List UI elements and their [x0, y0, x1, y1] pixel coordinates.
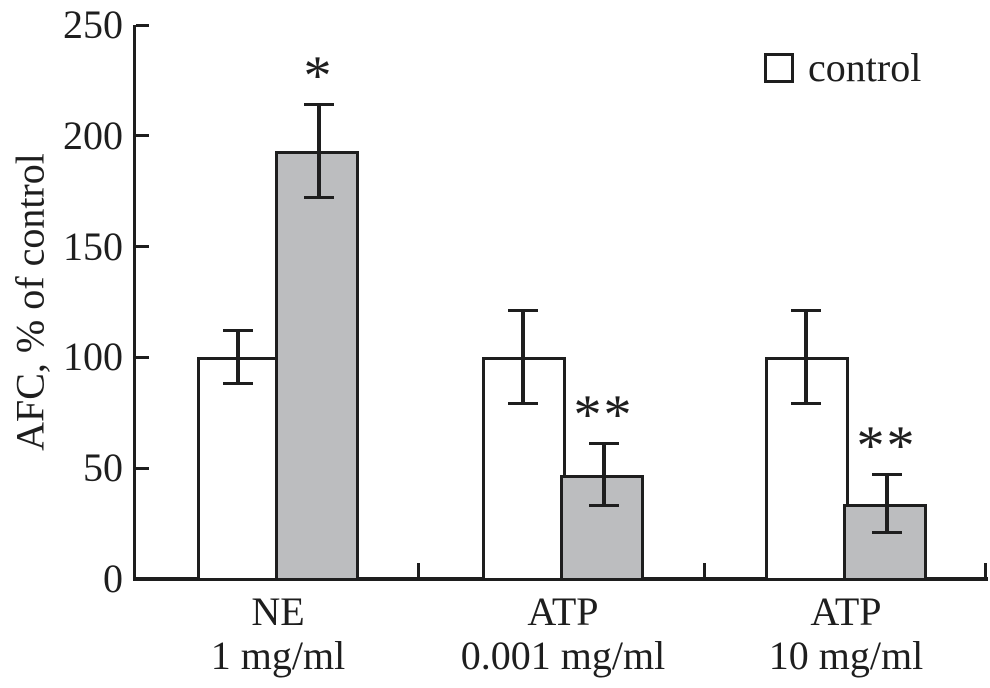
significance-annotation: **	[573, 383, 634, 446]
control-bar-1	[197, 357, 281, 581]
error-bar	[884, 474, 889, 533]
y-tick-label: 100	[63, 334, 123, 380]
significance-annotation: *	[303, 44, 334, 107]
category-label-line2: 10 mg/ml	[768, 633, 924, 678]
error-bar-cap	[871, 530, 902, 534]
error-bar	[520, 310, 525, 404]
error-bar-cap	[790, 309, 821, 313]
y-tick	[136, 134, 149, 138]
y-tick	[136, 245, 149, 249]
y-tick	[136, 466, 149, 470]
error-bar-cap	[790, 402, 821, 406]
y-tick	[136, 355, 149, 359]
y-tick	[136, 23, 149, 27]
y-tick-label: 200	[63, 112, 123, 158]
significance-annotation: **	[856, 414, 917, 477]
legend-control-label: control	[808, 45, 922, 90]
error-bar-cap	[507, 309, 538, 313]
category-label-line2: 1 mg/ml	[210, 633, 346, 678]
error-bar	[803, 310, 808, 404]
category-label-line2: 0.001 mg/ml	[460, 633, 666, 678]
error-bar-cap	[588, 442, 619, 446]
error-bar-cap	[588, 504, 619, 508]
error-bar-cap	[303, 196, 334, 200]
category-label-line1: ATP	[810, 589, 882, 634]
error-bar-cap	[222, 329, 253, 333]
legend-control-swatch	[764, 53, 794, 83]
error-bar	[235, 330, 240, 384]
x-tick	[983, 563, 987, 577]
x-tick	[416, 563, 420, 577]
y-tick-label: 150	[63, 223, 123, 269]
y-tick-label: 250	[63, 2, 123, 47]
error-bar	[316, 104, 321, 198]
error-bar-cap	[507, 402, 538, 406]
y-tick-label: 0	[103, 556, 123, 601]
error-bar-cap	[222, 382, 253, 386]
error-bar	[601, 443, 606, 506]
category-label-line1: NE	[251, 589, 305, 634]
error-bar-cap	[303, 103, 334, 107]
control-bar-2	[482, 357, 566, 581]
category-label-line1: ATP	[527, 589, 599, 634]
x-tick	[702, 563, 706, 577]
y-tick-label: 50	[83, 445, 123, 491]
error-bar-cap	[871, 473, 902, 477]
legend: control	[764, 44, 921, 92]
treatment-bar-1	[275, 151, 359, 581]
y-axis-line	[133, 25, 136, 581]
